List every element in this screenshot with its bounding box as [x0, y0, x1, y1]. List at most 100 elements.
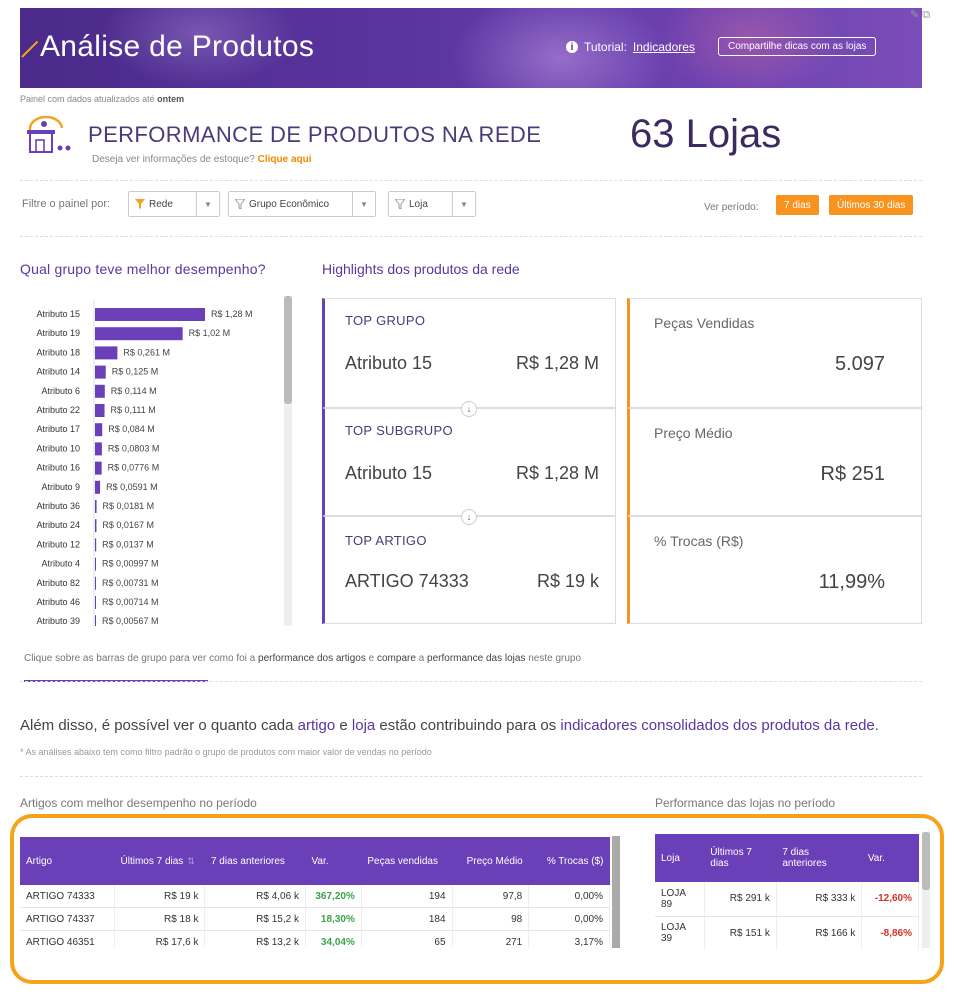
- tutorial-label: Tutorial:: [584, 40, 627, 54]
- bar-value-label: R$ 0,0181 M: [103, 501, 155, 511]
- highlight-frame: [10, 814, 944, 984]
- arrow-down-icon: ↓: [461, 401, 477, 417]
- updated-note: Painel com dados atualizados até ontem: [20, 94, 185, 104]
- bar[interactable]: [95, 480, 101, 494]
- bar-category-label: Atributo 10: [36, 443, 80, 453]
- arrow-down-icon: ↓: [461, 509, 477, 525]
- artigos-table: Artigo Últimos 7 dias ⇅ 7 dias anteriores…: [20, 837, 610, 947]
- highlights-title: Highlights dos produtos da rede: [322, 261, 520, 277]
- col-var[interactable]: Var.: [311, 855, 329, 867]
- chart-scrollbar[interactable]: [284, 296, 292, 626]
- bar-category-label: Atributo 14: [36, 367, 80, 377]
- bar-category-label: Atributo 4: [41, 559, 80, 569]
- bar-value-label: R$ 0,084 M: [108, 424, 155, 434]
- col-7-anteriores[interactable]: 7 dias anteriores: [210, 855, 285, 867]
- contribution-text: Além disso, é possível ver o quanto cada…: [20, 717, 879, 734]
- bar[interactable]: [95, 538, 97, 552]
- table-row[interactable]: ARTIGO 74337 R$ 18 k R$ 15,2 k 18,30% 184 98 0…: [20, 907, 610, 931]
- top-subgrupo-card: TOP SUBGRUPO Atributo 15 R$ 1,28 M: [322, 408, 616, 516]
- top-grupo-card: TOP GRUPO Atributo 15 R$ 1,28 M: [322, 298, 616, 408]
- lojas-table-title: Performance das lojas no período: [655, 796, 836, 810]
- divider: [20, 236, 922, 237]
- bar[interactable]: [95, 500, 97, 513]
- bar-value-label: R$ 0,0137 M: [102, 539, 154, 549]
- stock-info-link[interactable]: Clique aqui: [257, 154, 312, 165]
- table-row[interactable]: LOJA 89 R$ 291 k R$ 333 k -12,60%: [655, 882, 919, 917]
- divider: [20, 776, 922, 777]
- table-row[interactable]: LOJA 39 R$ 151 k R$ 166 k -8,86%: [655, 916, 919, 950]
- bar[interactable]: [95, 519, 97, 533]
- bar[interactable]: [95, 327, 183, 341]
- pecas-vendidas-card: Peças Vendidas 5.097: [627, 298, 922, 408]
- col-preco[interactable]: Preço Médio: [466, 855, 523, 867]
- trocas-card: % Trocas (R$) 11,99%: [627, 516, 922, 624]
- divider: [20, 180, 922, 181]
- col-ultimos-7[interactable]: Últimos 7 dias ⇅: [120, 855, 195, 867]
- group-bar-chart-svg[interactable]: Atributo 15 R$ 1,28 M Atributo 19 R$ 1,02 M…: [20, 296, 282, 626]
- bar[interactable]: [95, 615, 96, 626]
- period-30-days-button[interactable]: Últimos 30 dias: [829, 195, 914, 215]
- filter-loja[interactable]: Loja ▼: [388, 191, 476, 217]
- bar-value-label: R$ 0,00731 M: [102, 578, 159, 588]
- bar[interactable]: [95, 308, 205, 321]
- col-pecas[interactable]: Peças vendidas: [367, 855, 438, 867]
- col-loja[interactable]: Loja: [661, 852, 680, 864]
- bar[interactable]: [95, 576, 96, 590]
- funnel-icon: [135, 199, 145, 209]
- col-ultimos-7[interactable]: Últimos 7 dias: [710, 847, 752, 869]
- lojas-scrollbar[interactable]: [922, 832, 930, 948]
- bar-category-label: Atributo 46: [36, 597, 80, 607]
- col-trocas[interactable]: % Trocas ($): [546, 855, 604, 867]
- page-title: Análise de Produtos: [40, 30, 315, 63]
- bar-value-label: R$ 0,0776 M: [108, 463, 160, 473]
- bar[interactable]: [95, 384, 105, 398]
- bar-category-label: Atributo 9: [41, 482, 80, 492]
- filter-label: Filtre o painel por:: [22, 198, 111, 210]
- bar[interactable]: [95, 596, 96, 609]
- preco-medio-card: Preço Médio R$ 251: [627, 408, 922, 516]
- share-tips-button[interactable]: Compartilhe dicas com as lojas: [718, 37, 877, 56]
- table-row[interactable]: ARTIGO 74333 R$ 19 k R$ 4,06 k 367,20% 194 97…: [20, 885, 610, 908]
- group-bar-chart[interactable]: Atributo 15 R$ 1,28 M Atributo 19 R$ 1,02 M…: [20, 296, 290, 626]
- bar-category-label: Atributo 18: [36, 347, 80, 357]
- funnel-icon: [235, 199, 245, 209]
- sort-icon[interactable]: ⇅: [187, 855, 195, 866]
- bar-category-label: Atributo 19: [36, 328, 80, 338]
- bar-value-label: R$ 0,261 M: [123, 347, 170, 357]
- bar[interactable]: [95, 346, 118, 360]
- col-artigo[interactable]: Artigo: [26, 855, 53, 867]
- bar-category-label: Atributo 82: [36, 578, 80, 588]
- bar[interactable]: [95, 365, 106, 379]
- tutorial-link[interactable]: Indicadores: [632, 40, 695, 54]
- filter-rede[interactable]: Rede ▼: [128, 191, 220, 217]
- bar[interactable]: [95, 461, 102, 475]
- bar-category-label: Atributo 36: [36, 501, 80, 511]
- stock-info-prompt: Deseja ver informações de estoque? Cliqu…: [92, 154, 312, 165]
- bar-value-label: R$ 0,00714 M: [102, 597, 159, 607]
- tutorial: i Tutorial: Indicadores: [566, 40, 695, 54]
- bar-category-label: Atributo 24: [36, 520, 80, 530]
- filter-grupo-economico[interactable]: Grupo Econômico ▼: [228, 191, 376, 217]
- bar-value-label: R$ 0,125 M: [112, 367, 159, 377]
- bar[interactable]: [95, 442, 102, 456]
- col-var[interactable]: Var.: [867, 852, 885, 864]
- bar-value-label: R$ 0,111 M: [111, 405, 156, 415]
- bar-category-label: Atributo 15: [36, 309, 80, 319]
- chevron-down-icon: ▼: [352, 192, 375, 216]
- col-7-anteriores[interactable]: 7 dias anteriores: [782, 847, 827, 869]
- funnel-icon: [395, 199, 405, 209]
- artigos-table-title: Artigos com melhor desempenho no período: [20, 796, 257, 810]
- artigos-scrollbar[interactable]: [612, 836, 620, 948]
- bar[interactable]: [95, 557, 96, 571]
- edit-popout-icons[interactable]: ✎ ⧉: [910, 9, 931, 21]
- table-row[interactable]: ARTIGO 46351 R$ 17,6 k R$ 13,2 k 34,04% 65 27…: [20, 930, 610, 947]
- bar-category-label: Atributo 16: [36, 463, 80, 473]
- bar-value-label: R$ 0,0803 M: [108, 443, 160, 453]
- bar[interactable]: [95, 423, 103, 437]
- bar-value-label: R$ 0,114 M: [111, 386, 157, 396]
- period-7-days-button[interactable]: 7 dias: [776, 195, 819, 215]
- bar[interactable]: [95, 404, 105, 417]
- bar-value-label: R$ 0,00567 M: [102, 616, 159, 626]
- period-label: Ver período:: [704, 202, 759, 213]
- bar-category-label: Atributo 17: [36, 424, 80, 434]
